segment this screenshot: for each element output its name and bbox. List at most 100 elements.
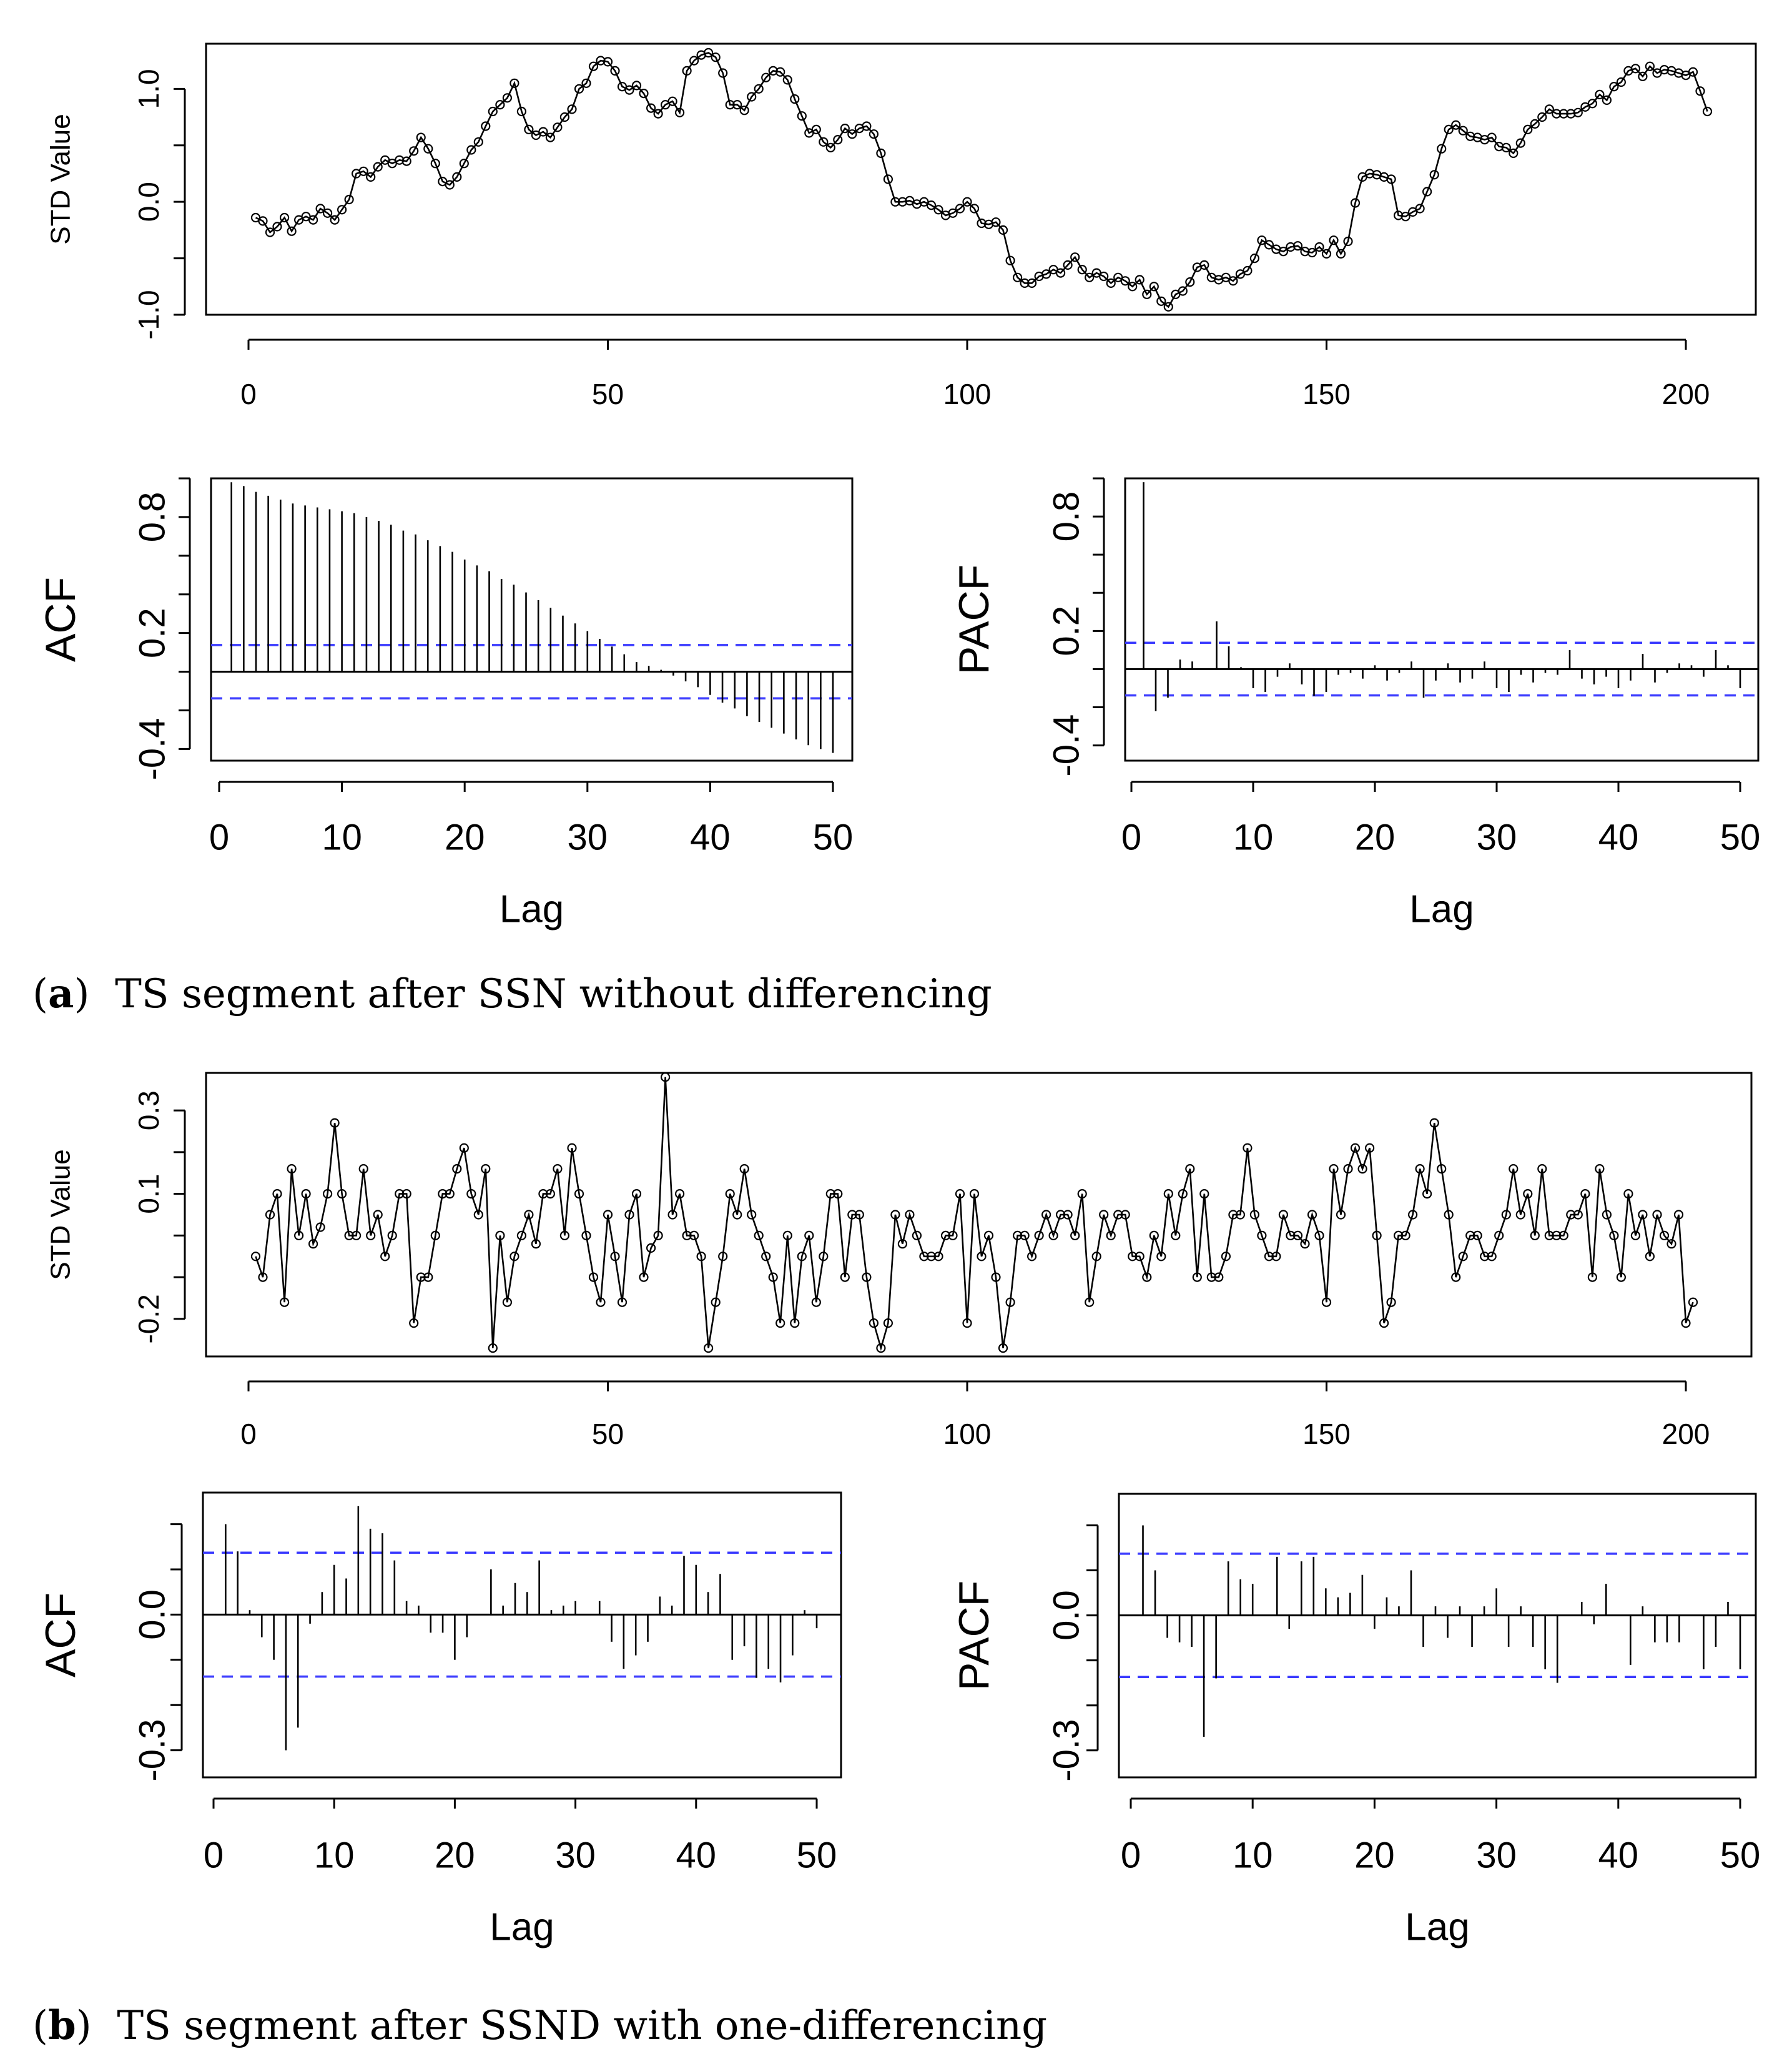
- data-point: [833, 135, 843, 145]
- data-point: [977, 1252, 987, 1262]
- data-point: [1178, 286, 1188, 296]
- data-point: [1264, 240, 1274, 250]
- data-point: [1221, 1252, 1231, 1262]
- data-point: [452, 1163, 462, 1174]
- x-tick-label: 40: [1598, 1835, 1639, 1875]
- data-point: [1437, 1163, 1447, 1174]
- data-point: [1142, 289, 1152, 299]
- y-tick-label: 1.0: [132, 69, 165, 109]
- data-point: [315, 1222, 325, 1232]
- y-axis-label: PACF: [950, 1581, 998, 1691]
- data-point: [423, 144, 433, 154]
- data-point: [1077, 1188, 1087, 1199]
- data-point: [1609, 82, 1619, 92]
- data-point: [1329, 1163, 1339, 1174]
- data-point: [1573, 107, 1583, 117]
- data-point: [301, 1188, 311, 1199]
- data-point: [1257, 235, 1267, 245]
- data-point: [1666, 1239, 1676, 1249]
- x-axis-label: Lag: [1409, 887, 1474, 931]
- data-point: [797, 111, 807, 121]
- x-tick-label: 10: [322, 817, 362, 857]
- data-point: [862, 1272, 872, 1282]
- data-point: [488, 106, 498, 117]
- data-point: [1120, 276, 1130, 286]
- data-point: [1465, 131, 1475, 141]
- data-point: [1458, 126, 1468, 136]
- data-point: [344, 1230, 354, 1241]
- data-point: [1630, 64, 1640, 74]
- data-point: [1120, 1210, 1130, 1220]
- data-point: [416, 132, 426, 142]
- data-point: [538, 1188, 548, 1199]
- data-point: [1602, 1210, 1612, 1220]
- data-point: [869, 1318, 879, 1328]
- data-point: [1645, 1252, 1655, 1262]
- data-point: [603, 1210, 613, 1220]
- plot-frame: [1118, 1493, 1757, 1779]
- data-point: [639, 89, 649, 99]
- data-point: [265, 227, 275, 237]
- data-point: [1099, 1210, 1109, 1220]
- data-point: [1026, 1252, 1037, 1262]
- data-point: [1523, 1188, 1533, 1199]
- data-point: [847, 129, 857, 139]
- data-point: [725, 100, 735, 110]
- data-point: [897, 1239, 908, 1249]
- data-point: [1012, 272, 1023, 282]
- y-tick-label: 0.0: [1046, 1590, 1086, 1641]
- data-point: [545, 132, 556, 142]
- series-line: [255, 52, 1708, 309]
- data-point: [811, 1297, 821, 1307]
- data-point: [322, 1188, 333, 1199]
- data-point: [495, 1230, 505, 1241]
- data-point: [1379, 1318, 1389, 1328]
- data-point: [459, 1143, 469, 1153]
- data-point: [545, 1188, 556, 1199]
- data-point: [1566, 1210, 1576, 1220]
- data-point: [280, 1297, 290, 1307]
- y-tick-label: -0.4: [132, 718, 172, 780]
- data-point: [1623, 1188, 1633, 1199]
- data-point: [1336, 249, 1346, 259]
- data-point: [516, 1230, 527, 1241]
- data-point: [531, 1239, 541, 1249]
- data-point: [567, 1143, 577, 1153]
- data-point: [804, 1230, 814, 1241]
- data-point: [1171, 1230, 1181, 1241]
- data-point: [559, 1230, 570, 1241]
- data-point: [1350, 198, 1361, 208]
- x-tick-label: 30: [1477, 817, 1517, 857]
- data-point: [819, 1252, 829, 1262]
- data-point: [1552, 109, 1562, 119]
- data-point: [1085, 1297, 1095, 1307]
- data-point: [1249, 254, 1260, 264]
- data-point: [250, 1252, 261, 1262]
- data-point: [366, 172, 376, 182]
- data-point: [1673, 1210, 1684, 1220]
- data-point: [919, 1252, 929, 1262]
- x-tick-label: 0: [240, 378, 257, 410]
- y-tick-label: 0.0: [132, 1589, 172, 1640]
- data-point: [1480, 1252, 1490, 1262]
- data-point: [876, 1343, 886, 1353]
- data-point: [416, 1272, 426, 1282]
- data-point: [516, 106, 527, 117]
- x-tick-label: 50: [813, 817, 854, 857]
- data-point: [459, 159, 469, 169]
- data-point: [825, 142, 835, 152]
- data-point: [689, 1230, 699, 1241]
- data-point: [1501, 1210, 1511, 1220]
- caption-a-text: TS segment after SSN without differencin…: [115, 971, 992, 1017]
- data-point: [775, 1318, 785, 1328]
- data-point: [1429, 1118, 1439, 1128]
- data-point: [998, 225, 1008, 235]
- x-tick-label: 100: [943, 1418, 992, 1450]
- data-point: [1005, 255, 1015, 265]
- data-point: [1206, 1272, 1216, 1282]
- x-tick-label: 200: [1662, 378, 1710, 410]
- data-point: [495, 100, 505, 110]
- data-point: [718, 1252, 728, 1262]
- data-point: [524, 124, 534, 134]
- data-point: [1048, 1230, 1058, 1241]
